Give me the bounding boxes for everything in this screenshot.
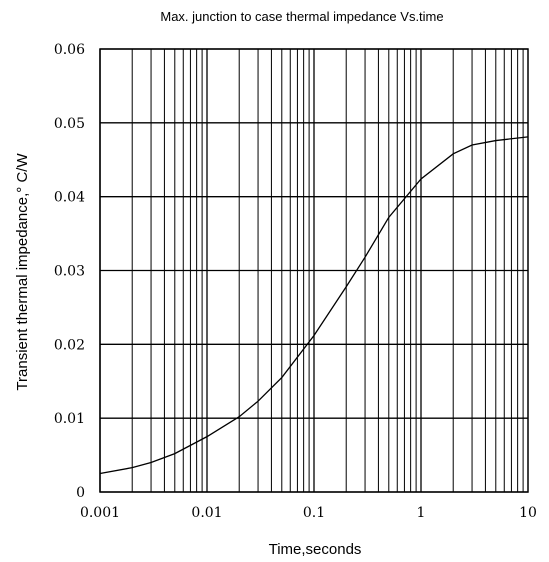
x-axis-label: Time,seconds xyxy=(269,541,362,558)
x-tick-label: 0.001 xyxy=(80,505,120,521)
series-line xyxy=(99,136,529,475)
x-tick-label: 10 xyxy=(519,505,537,521)
y-tick-labels: 0 0.01 0.02 0.03 0.04 0.05 0.06 xyxy=(54,42,85,501)
y-tick-label: 0.01 xyxy=(54,411,85,427)
x-tick-label: 1 xyxy=(417,505,426,521)
x-tick-labels: 0.001 0.01 0.1 1 10 xyxy=(80,505,537,521)
y-tick-label: 0.02 xyxy=(54,337,85,353)
y-tick-label: 0.04 xyxy=(54,190,85,206)
y-tick-label: 0.05 xyxy=(54,116,85,132)
y-tick-label: 0.06 xyxy=(54,42,85,58)
y-tick-label: 0.03 xyxy=(54,264,85,280)
grid xyxy=(99,48,528,493)
x-tick-label: 0.1 xyxy=(303,505,325,521)
y-tick-label: 0 xyxy=(76,485,85,501)
y-axis-label: Transient thermal impedance,° C/W xyxy=(14,153,31,391)
plot-frame xyxy=(99,48,529,493)
series-layer xyxy=(99,136,529,475)
x-tick-label: 0.01 xyxy=(191,505,222,521)
chart-title: Max. junction to case thermal impedance … xyxy=(160,9,443,24)
